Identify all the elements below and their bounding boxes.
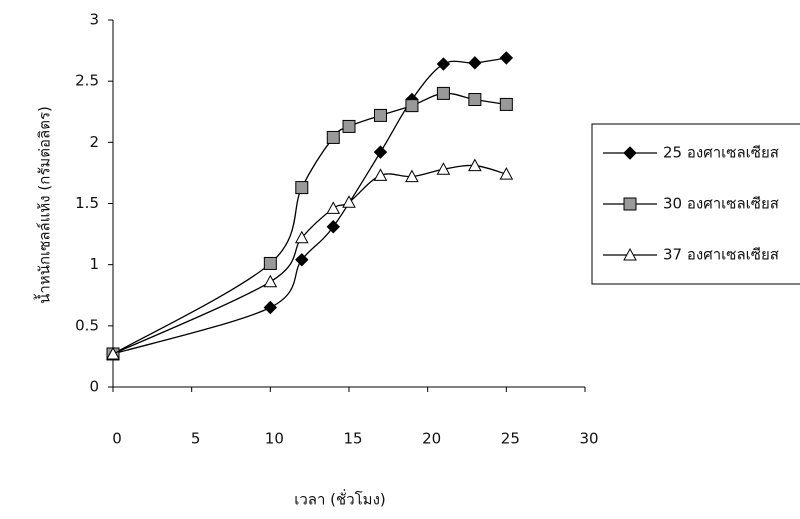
series-line	[113, 58, 506, 354]
legend-label: 25 องศาเซลเซียส	[663, 144, 779, 162]
x-tick-label: 10	[265, 430, 284, 448]
marker	[264, 276, 276, 287]
marker	[264, 257, 276, 269]
marker	[374, 146, 386, 158]
marker	[500, 168, 512, 179]
marker	[264, 301, 276, 313]
y-tick-label: 1	[89, 255, 99, 273]
x-tick-label: 15	[343, 430, 362, 448]
legend-label: 30 องศาเซลเซียส	[663, 195, 779, 213]
x-axis-label: เวลา (ชั่วโมง)	[294, 489, 386, 509]
marker	[469, 94, 481, 106]
x-tick-label: 30	[579, 430, 598, 448]
y-tick-label: 0	[89, 378, 99, 396]
y-tick-label: 1.5	[75, 194, 99, 212]
marker	[500, 98, 512, 110]
marker	[437, 87, 449, 99]
y-tick-label: 2.5	[75, 72, 99, 90]
y-tick-label: 3	[89, 11, 99, 29]
marker	[327, 221, 339, 233]
marker	[406, 100, 418, 112]
legend-marker	[624, 198, 636, 210]
marker	[296, 182, 308, 194]
marker	[469, 57, 481, 69]
y-tick-label: 0.5	[75, 316, 99, 334]
x-tick-label: 5	[191, 430, 201, 448]
marker	[327, 202, 339, 213]
marker	[437, 58, 449, 70]
legend-label: 37 องศาเซลเซียส	[663, 246, 779, 264]
series-line	[113, 93, 506, 354]
marker	[374, 109, 386, 121]
marker	[343, 120, 355, 132]
y-axis-label: น้ำหนักเซลล์แห้ง (กรัมต่อลิตร)	[34, 106, 54, 304]
x-tick-label: 20	[422, 430, 441, 448]
y-tick-label: 2	[89, 133, 99, 151]
marker	[500, 52, 512, 64]
chart: เวลา (ชั่วโมง) น้ำหนักเซลล์แห้ง (กรัมต่อ…	[0, 0, 800, 519]
x-tick-label: 25	[501, 430, 520, 448]
series-line	[113, 165, 506, 354]
x-tick-label: 0	[112, 430, 122, 448]
marker	[327, 131, 339, 143]
